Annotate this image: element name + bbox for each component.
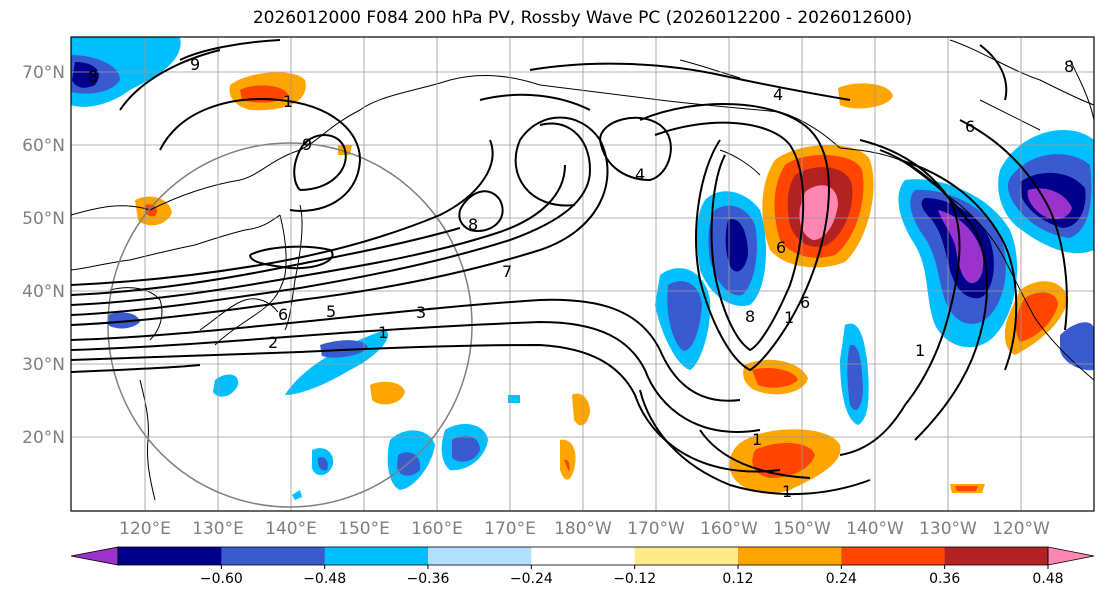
colorbar-extend-min	[70, 546, 119, 566]
map-title: 2026012000 F084 200 hPa PV, Rossby Wave …	[252, 8, 913, 28]
contour-label: 8	[745, 307, 755, 326]
colorbar-segment	[324, 547, 429, 565]
pv-contours	[71, 39, 1068, 496]
colorbar-segment	[841, 547, 946, 565]
colorbar-tick-label: 0.36	[929, 571, 960, 587]
contour-label: 1	[378, 323, 388, 342]
contour-label: 8	[88, 67, 98, 86]
contour-label: 9	[190, 55, 200, 74]
contour-label: 1	[782, 482, 792, 501]
contour-label: 1	[283, 92, 293, 111]
colorbar-segment	[634, 547, 739, 565]
pv-anomaly-fills	[71, 37, 1094, 500]
contour-label: 8	[1064, 57, 1074, 76]
colorbar-segment	[738, 547, 842, 565]
lon-label: 150°W	[773, 519, 831, 539]
colorbar-tick-label: 0.24	[826, 571, 857, 587]
contour-label: 4	[635, 165, 645, 184]
lon-label: 120°W	[992, 519, 1050, 539]
lon-label: 180°W	[554, 519, 612, 539]
colorbar-segment	[118, 547, 222, 565]
lon-label: 170°W	[627, 519, 685, 539]
lat-label: 50°N	[22, 209, 65, 229]
contour-label: 1	[915, 341, 925, 360]
contour-label: 3	[416, 303, 426, 322]
contour-label: 8	[468, 215, 478, 234]
colorbar-segment	[531, 547, 636, 565]
colorbar-tick-label: −0.36	[407, 571, 450, 587]
lat-label: 60°N	[22, 136, 65, 156]
lon-label: 130°W	[919, 519, 977, 539]
contour-label: 5	[326, 302, 336, 321]
lon-label: 170°E	[484, 519, 536, 539]
colorbar-tick-label: 0.12	[722, 571, 753, 587]
colorbar-tick-label: −0.60	[200, 571, 243, 587]
lon-label: 140°W	[846, 519, 904, 539]
contour-label: 2	[268, 333, 278, 352]
lat-label: 20°N	[22, 428, 65, 448]
contour-labels: 8 1 9 9 8 7 6 5 3 1 2 4 6 8 1 1 4 6 1 6 …	[88, 55, 1074, 501]
contour-label: 9	[302, 135, 312, 154]
contour-label: 1	[752, 430, 762, 449]
contour-label: 6	[278, 305, 288, 324]
contour-label: 6	[800, 293, 810, 312]
longitude-labels: 120°E 130°E 140°E 150°E 160°E 170°E 180°…	[119, 519, 1050, 539]
lat-label: 40°N	[22, 282, 65, 302]
lon-label: 120°E	[119, 519, 171, 539]
lat-label: 30°N	[22, 355, 65, 375]
lon-label: 140°E	[265, 519, 317, 539]
graticule	[71, 37, 1094, 511]
contour-label: 1	[784, 308, 794, 327]
contour-label: 6	[965, 117, 975, 136]
colorbar-segment	[221, 547, 326, 565]
colorbar-tick-label: −0.24	[510, 571, 553, 587]
contour-label: 4	[773, 85, 783, 104]
contour-label: 6	[776, 238, 786, 257]
latitude-labels: 70°N 60°N 50°N 40°N 30°N 20°N	[22, 63, 65, 448]
contour-label: 7	[502, 262, 512, 281]
colorbar-tick-label: −0.48	[303, 571, 346, 587]
plot-border	[70, 36, 1095, 512]
colorbar-tick-label: 0.48	[1032, 571, 1063, 587]
lon-label: 160°W	[700, 519, 758, 539]
colorbar-segment	[428, 547, 532, 565]
colorbar-segment	[944, 547, 1049, 565]
lon-label: 160°E	[411, 519, 463, 539]
colorbar: −0.60 −0.48 −0.36 −0.24 −0.12 0.12 0.24 0.36 0.4…	[70, 546, 1095, 587]
colorbar-border	[117, 546, 1049, 566]
colorbar-extend-max	[1047, 546, 1095, 566]
lon-label: 130°E	[192, 519, 244, 539]
lon-label: 150°E	[338, 519, 390, 539]
colorbar-tick-label: −0.12	[613, 571, 656, 587]
lat-label: 70°N	[22, 63, 65, 83]
